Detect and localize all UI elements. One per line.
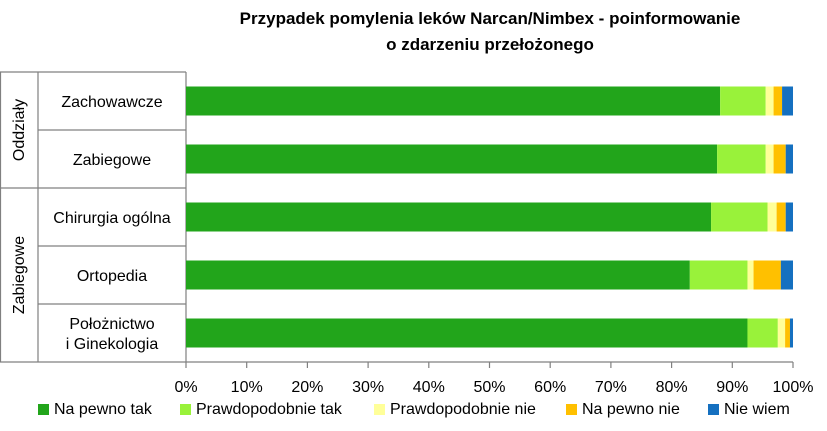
- value-tick-label: 50%: [473, 379, 505, 396]
- legend-item: Na pewno tak: [38, 401, 153, 418]
- bar-segment: [753, 260, 781, 290]
- value-tick-label: 0%: [174, 379, 197, 396]
- group-label: Zabiegowe: [11, 236, 28, 314]
- value-tick-label: 60%: [534, 379, 566, 396]
- bar-segment: [717, 144, 766, 174]
- bar-segment: [789, 318, 793, 348]
- bar-segment: [186, 260, 690, 290]
- bar-segment: [773, 86, 783, 116]
- bar-segment: [186, 86, 721, 116]
- chart-title-line: o zdarzeniu przełożonego: [386, 35, 594, 54]
- legend: Na pewno tak Prawdopodobnie tak Prawdopodo…: [38, 401, 790, 418]
- category-label: Chirurgia ogólna: [53, 210, 171, 227]
- bar-segment: [776, 202, 786, 232]
- legend-label: Na pewno nie: [582, 401, 680, 418]
- bar-segment: [186, 144, 718, 174]
- category-label: Zabiegowe: [73, 152, 151, 169]
- legend-label: Na pewno tak: [54, 401, 153, 418]
- bar-segment: [780, 260, 793, 290]
- bar-segment: [785, 318, 790, 348]
- value-tick-label: 20%: [291, 379, 323, 396]
- legend-label: Prawdopodobnie nie: [390, 401, 536, 418]
- legend-item: Nie wiem: [708, 401, 790, 418]
- plot-area: [186, 86, 793, 348]
- bar-segment: [785, 202, 793, 232]
- legend-item: Prawdopodobnie nie: [374, 401, 536, 418]
- category-label: Zachowawcze: [61, 94, 162, 111]
- value-tick-label: 30%: [352, 379, 384, 396]
- value-tick-label: 100%: [773, 379, 814, 396]
- bar-segment: [782, 86, 793, 116]
- bar-segment: [777, 318, 786, 348]
- legend-swatch: [180, 404, 191, 415]
- bar-segment: [765, 144, 774, 174]
- bar-segment: [747, 260, 754, 290]
- value-axis: 0% 10% 20% 30% 40% 50% 60% 70% 80% 90% 100%: [174, 361, 814, 396]
- value-tick-label: 10%: [231, 379, 263, 396]
- value-tick-label: 70%: [595, 379, 627, 396]
- legend-swatch: [374, 404, 385, 415]
- bar-segment: [186, 318, 748, 348]
- bar-segment: [186, 202, 712, 232]
- chart-title: Przypadek pomylenia leków Narcan/Nimbex …: [240, 9, 741, 54]
- bar-segment: [720, 86, 766, 116]
- group-label: Oddziały: [11, 99, 28, 161]
- bar-segment: [767, 202, 777, 232]
- value-tick-label: 90%: [716, 379, 748, 396]
- legend-item: Na pewno nie: [566, 401, 680, 418]
- value-tick-label: 80%: [656, 379, 688, 396]
- legend-swatch: [566, 404, 577, 415]
- bar-segment: [689, 260, 748, 290]
- category-label: Ortopedia: [77, 268, 147, 285]
- bar-segment: [747, 318, 778, 348]
- bar-segment: [785, 144, 793, 174]
- bar-segment: [765, 86, 774, 116]
- bar-segment: [773, 144, 786, 174]
- legend-label: Prawdopodobnie tak: [196, 401, 343, 418]
- bar-segment: [711, 202, 768, 232]
- legend-item: Prawdopodobnie tak: [180, 401, 343, 418]
- legend-label: Nie wiem: [724, 401, 790, 418]
- value-tick-label: 40%: [413, 379, 445, 396]
- category-axis: Oddziały Zabiegowe Zachowawcze Zabiegowe Chi…: [0, 71, 187, 363]
- legend-swatch: [708, 404, 719, 415]
- category-label: Położnictwo i Ginekologia: [66, 316, 159, 353]
- legend-swatch: [38, 404, 49, 415]
- chart-title-line: Przypadek pomylenia leków Narcan/Nimbex …: [240, 9, 741, 28]
